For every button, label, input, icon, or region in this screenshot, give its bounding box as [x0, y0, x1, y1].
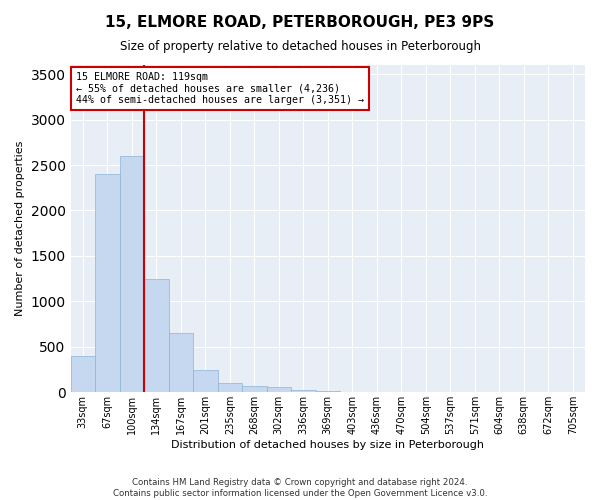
Text: 15, ELMORE ROAD, PETERBOROUGH, PE3 9PS: 15, ELMORE ROAD, PETERBOROUGH, PE3 9PS: [106, 15, 494, 30]
Bar: [71, 356, 95, 393]
Text: Contains HM Land Registry data © Crown copyright and database right 2024.
Contai: Contains HM Land Registry data © Crown c…: [113, 478, 487, 498]
Text: Size of property relative to detached houses in Peterborough: Size of property relative to detached ho…: [119, 40, 481, 53]
Bar: [242, 386, 266, 392]
Text: 15 ELMORE ROAD: 119sqm
← 55% of detached houses are smaller (4,236)
44% of semi-: 15 ELMORE ROAD: 119sqm ← 55% of detached…: [76, 72, 364, 104]
Bar: [144, 278, 169, 392]
Bar: [169, 333, 193, 392]
Bar: [266, 387, 291, 392]
Bar: [119, 156, 144, 392]
Bar: [193, 370, 218, 392]
Bar: [291, 390, 316, 392]
X-axis label: Distribution of detached houses by size in Peterborough: Distribution of detached houses by size …: [171, 440, 484, 450]
Y-axis label: Number of detached properties: Number of detached properties: [15, 141, 25, 316]
Bar: [218, 383, 242, 392]
Bar: [95, 174, 119, 392]
